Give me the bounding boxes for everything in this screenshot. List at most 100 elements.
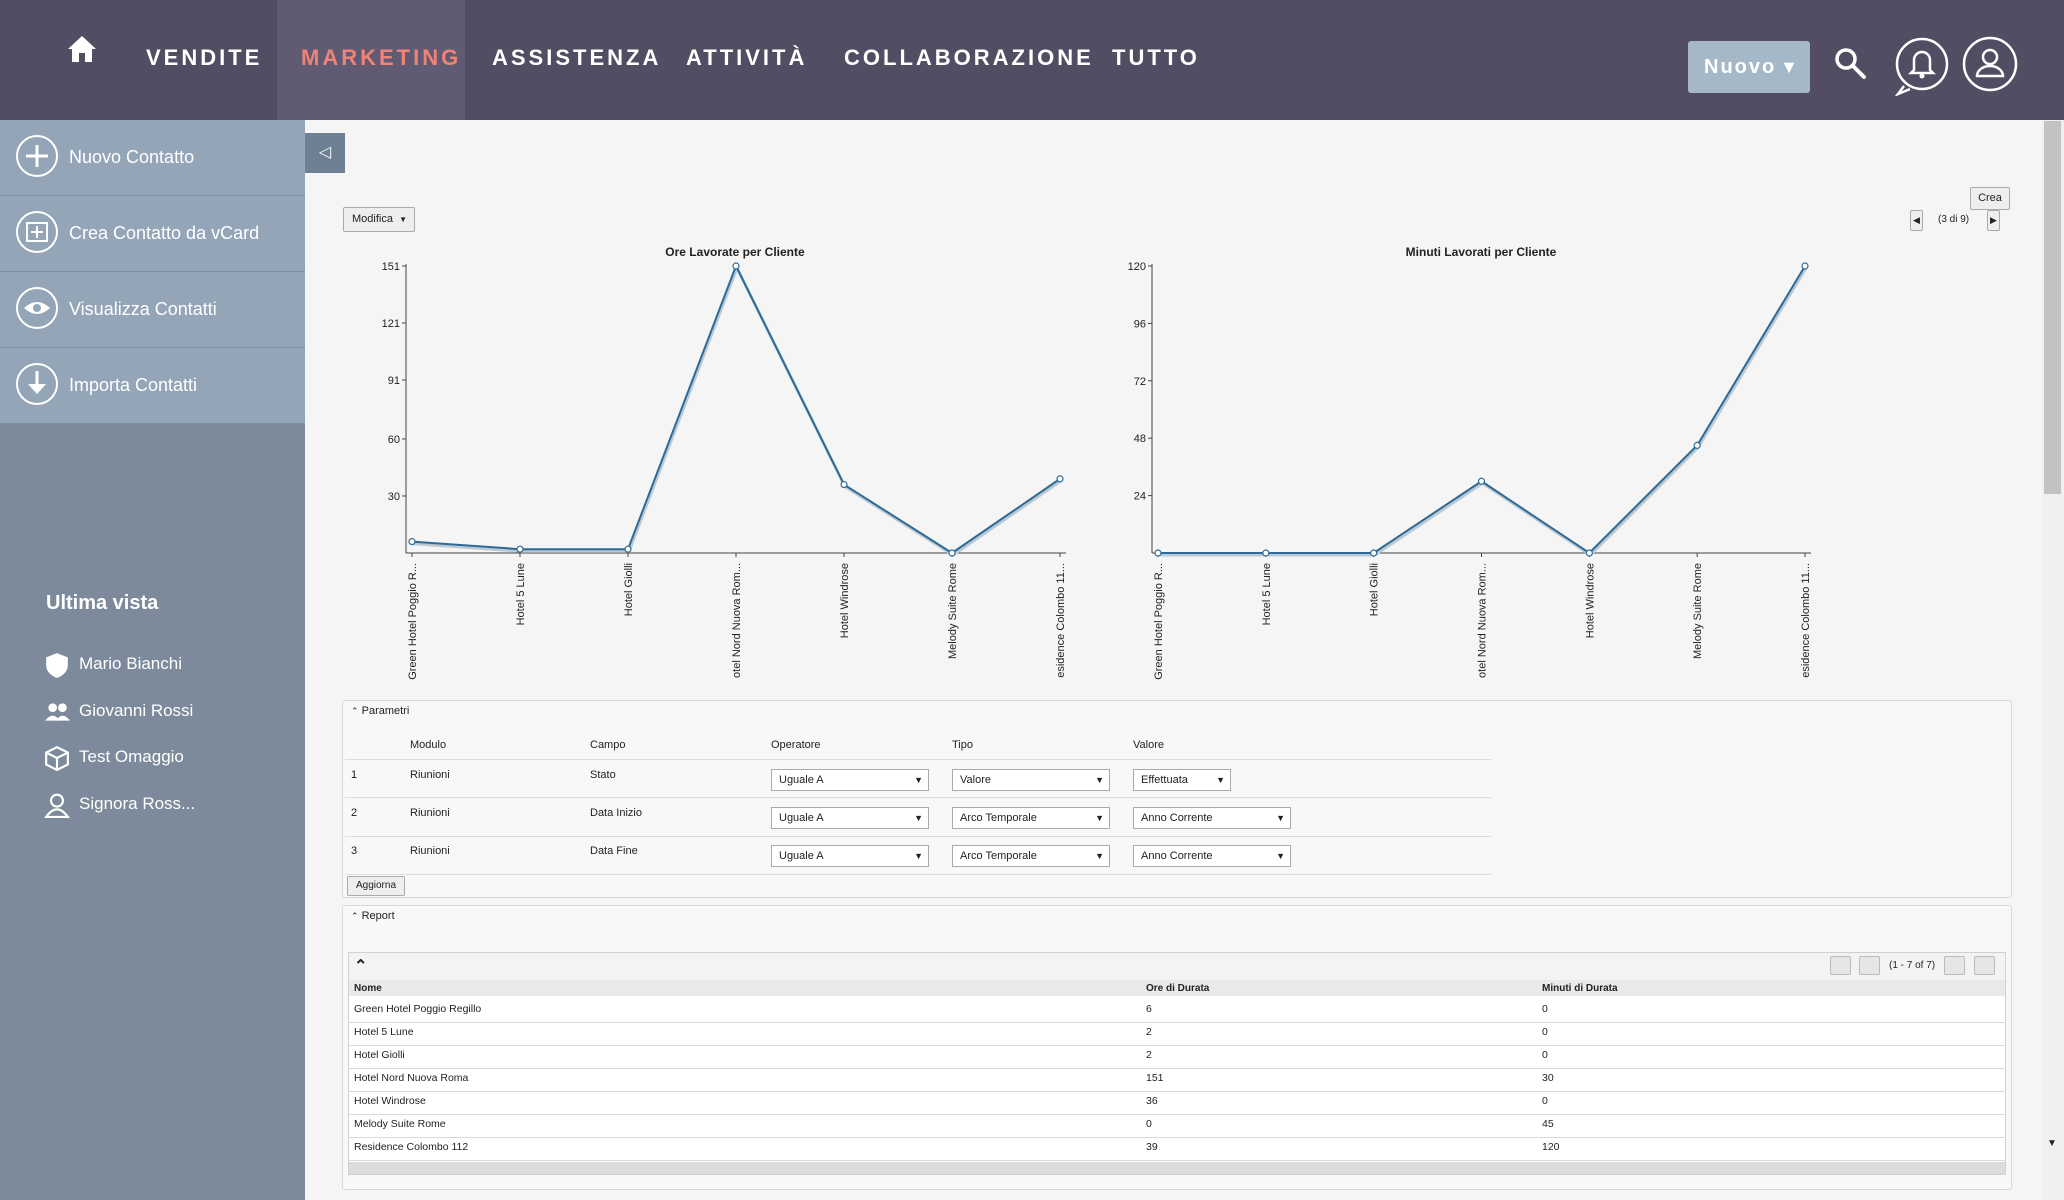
report-cell[interactable]: Hotel 5 Lune bbox=[354, 1026, 414, 1038]
sidebar-action-label: Nuovo Contatto bbox=[69, 147, 195, 167]
report-row-divider bbox=[348, 1068, 2006, 1069]
report-row-divider bbox=[348, 1091, 2006, 1092]
recent-item-label: Mario Bianchi bbox=[79, 654, 182, 673]
report-row-divider bbox=[348, 1137, 2006, 1138]
parameters-title[interactable]: ⌃ Parametri bbox=[351, 705, 409, 717]
report-toolbar bbox=[349, 953, 2005, 980]
home-icon[interactable] bbox=[66, 34, 106, 74]
parameters-title-label: Parametri bbox=[361, 705, 410, 717]
parameters-panel: ⌃ Parametri bbox=[342, 700, 2012, 898]
search-icon[interactable] bbox=[1833, 46, 1867, 80]
param-row-number: 1 bbox=[351, 769, 358, 781]
nav-tab-2[interactable]: MARKETING bbox=[277, 0, 465, 120]
param-field: Data Fine bbox=[590, 845, 638, 857]
next-chart-button[interactable]: ▶ bbox=[1987, 210, 2000, 231]
add-card-icon bbox=[16, 211, 58, 253]
sidebar-action-1[interactable]: Nuovo Contatto bbox=[0, 120, 305, 196]
param-module: Riunioni bbox=[410, 769, 450, 781]
report-cell: 0 bbox=[1542, 1095, 1548, 1107]
param-header-3: Operatore bbox=[771, 739, 821, 751]
update-button[interactable]: Aggiorna bbox=[347, 876, 405, 896]
create-button-label: Crea bbox=[1978, 192, 2002, 204]
report-cell[interactable]: Hotel Windrose bbox=[354, 1095, 426, 1107]
next-page-button[interactable] bbox=[1944, 956, 1965, 975]
report-title-label: Report bbox=[361, 910, 395, 922]
param-row-number: 3 bbox=[351, 845, 358, 857]
param-type-select[interactable]: Arco Temporale ▼ bbox=[952, 845, 1110, 867]
report-cell[interactable]: Hotel Giolli bbox=[354, 1049, 405, 1061]
param-type-select[interactable]: Arco Temporale ▼ bbox=[952, 807, 1110, 829]
row-divider bbox=[345, 797, 1491, 798]
update-button-label: Aggiorna bbox=[355, 880, 397, 891]
first-page-button[interactable] bbox=[1830, 956, 1851, 975]
report-cell[interactable]: Residence Colombo 112 bbox=[354, 1141, 469, 1153]
report-cell[interactable]: Green Hotel Poggio Regillo bbox=[354, 1003, 482, 1015]
modify-button[interactable]: Modifica ▼ bbox=[343, 207, 415, 232]
param-operator-select[interactable]: Uguale A ▼ bbox=[771, 769, 929, 791]
report-cell[interactable]: Melody Suite Rome bbox=[354, 1118, 446, 1130]
create-button[interactable]: Crea bbox=[1970, 187, 2010, 210]
report-cell: 0 bbox=[1146, 1118, 1152, 1130]
nav-tab-6[interactable]: TUTTO bbox=[1112, 45, 1200, 70]
modify-button-label: Modifica bbox=[352, 213, 393, 225]
scroll-down-arrow[interactable]: ▼ bbox=[2047, 1138, 2057, 1149]
param-module: Riunioni bbox=[410, 845, 450, 857]
report-header-1[interactable]: Nome bbox=[354, 983, 382, 994]
report-row-divider bbox=[348, 1045, 2006, 1046]
previous-page-button[interactable] bbox=[1859, 956, 1880, 975]
param-field: Data Inizio bbox=[590, 807, 642, 819]
param-header-5: Valore bbox=[1133, 739, 1164, 751]
scrollbar-thumb[interactable] bbox=[2044, 121, 2061, 494]
chevron-down-icon: ▼ bbox=[914, 851, 923, 861]
param-type-select-value: Valore bbox=[960, 774, 991, 786]
recent-item-label: Test Omaggio bbox=[79, 747, 184, 766]
eye-icon bbox=[16, 287, 58, 329]
users-icon bbox=[45, 703, 70, 721]
recent-item-label: Signora Ross... bbox=[79, 794, 196, 813]
report-header-2[interactable]: Ore di Durata bbox=[1146, 983, 1210, 994]
report-title[interactable]: ⌃ Report bbox=[351, 910, 395, 922]
row-divider bbox=[345, 874, 1491, 875]
report-cell[interactable]: Hotel Nord Nuova Roma bbox=[354, 1072, 469, 1084]
recent-item-label: Giovanni Rossi bbox=[79, 701, 194, 720]
param-value-select[interactable]: Anno Corrente ▼ bbox=[1133, 845, 1291, 867]
sidebar-action-label: Importa Contatti bbox=[69, 375, 198, 395]
sidebar-action-4[interactable]: Importa Contatti bbox=[0, 348, 305, 424]
param-row-number: 2 bbox=[351, 807, 358, 819]
chevron-up-icon: ⌃ bbox=[351, 911, 359, 921]
param-operator-select[interactable]: Uguale A ▼ bbox=[771, 807, 929, 829]
nav-tab-5[interactable]: COLLABORAZIONE bbox=[844, 45, 1094, 70]
report-pager: (1 - 7 of 7) bbox=[1889, 960, 1936, 971]
download-icon bbox=[16, 363, 58, 405]
new-button[interactable]: Nuovo ▼ bbox=[1688, 41, 1810, 93]
sidebar-action-2[interactable]: Crea Contatto da vCard bbox=[0, 196, 305, 272]
nav-tab-4[interactable]: ATTIVITÀ bbox=[686, 45, 808, 70]
collapse-sidebar-button[interactable]: ◁ bbox=[305, 133, 345, 173]
previous-chart-button[interactable]: ◀ bbox=[1910, 210, 1923, 231]
shield-icon bbox=[46, 653, 68, 678]
report-cell: 0 bbox=[1542, 1003, 1548, 1015]
report-cell: 120 bbox=[1542, 1141, 1560, 1153]
report-cell: 2 bbox=[1146, 1049, 1152, 1061]
collapse-report-icon[interactable]: ⌃ bbox=[354, 958, 368, 975]
sidebar-action-3[interactable]: Visualizza Contatti bbox=[0, 272, 305, 348]
nav-tab-3[interactable]: ASSISTENZA bbox=[492, 45, 662, 70]
report-cell: 45 bbox=[1542, 1118, 1554, 1130]
report-header-3[interactable]: Minuti di Durata bbox=[1542, 983, 1618, 994]
param-operator-select-value: Uguale A bbox=[779, 850, 824, 862]
chart-pager: (3 di 9) bbox=[1938, 214, 1970, 225]
param-type-select-value: Arco Temporale bbox=[960, 850, 1037, 862]
last-page-button[interactable] bbox=[1974, 956, 1995, 975]
param-operator-select[interactable]: Uguale A ▼ bbox=[771, 845, 929, 867]
report-horizontal-scrollbar[interactable] bbox=[349, 1162, 2005, 1174]
param-value-select[interactable]: Anno Corrente ▼ bbox=[1133, 807, 1291, 829]
param-value-select[interactable]: Effettuata ▼ bbox=[1133, 769, 1231, 791]
notifications-bell-icon[interactable] bbox=[1894, 36, 1950, 97]
chevron-down-icon: ▼ bbox=[1276, 851, 1285, 861]
new-button-label: Nuovo bbox=[1704, 56, 1777, 78]
param-type-select[interactable]: Valore ▼ bbox=[952, 769, 1110, 791]
nav-tab-1[interactable]: VENDITE bbox=[146, 45, 263, 70]
param-header-2: Campo bbox=[590, 739, 626, 751]
user-profile-icon[interactable] bbox=[1962, 36, 2018, 92]
chevron-down-icon: ▼ bbox=[1095, 775, 1104, 785]
